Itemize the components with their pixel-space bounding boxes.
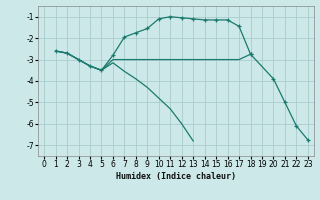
X-axis label: Humidex (Indice chaleur): Humidex (Indice chaleur)	[116, 172, 236, 181]
